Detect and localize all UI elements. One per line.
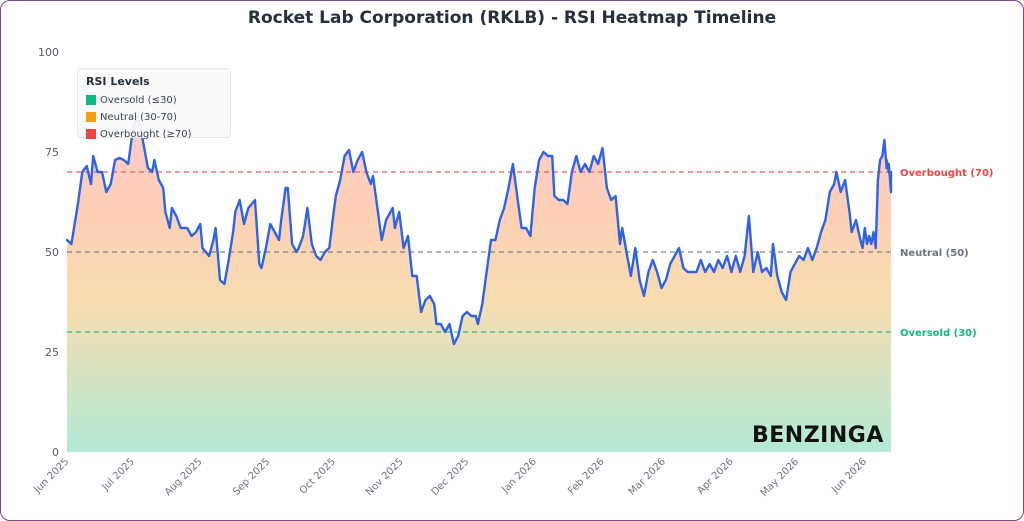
legend-swatch-oversold: [86, 95, 96, 105]
reference-label-30: Oversold (30): [900, 328, 977, 339]
legend: RSI Levels Oversold (≤30) Neutral (30-70…: [77, 68, 231, 141]
x-tick-label: Sep 2025: [231, 456, 272, 497]
y-tick-label: 0: [52, 446, 59, 459]
reference-label-70: Overbought (70): [900, 168, 993, 179]
x-tick-label: Dec 2025: [430, 456, 472, 498]
legend-label-overbought: Overbought (≥70): [100, 128, 192, 140]
x-tick-label: May 2026: [759, 456, 802, 499]
legend-swatch-overbought: [86, 129, 96, 139]
legend-item-oversold: Oversold (≤30): [86, 93, 177, 107]
x-tick-label: Mar 2026: [627, 456, 668, 497]
x-tick-label: Jan 2026: [499, 456, 539, 496]
rsi-line: [65, 114, 893, 346]
x-tick-label: Feb 2026: [566, 456, 607, 497]
y-tick-label: 50: [45, 246, 59, 259]
benzinga-logo: BENZINGA: [752, 423, 884, 448]
legend-item-neutral: Neutral (30-70): [86, 110, 177, 124]
x-axis: Jun 2025 Jul 2025 Aug 2025 Sep 2025 Oct 2025…: [32, 456, 870, 499]
legend-swatch-neutral: [86, 112, 96, 122]
y-tick-label: 75: [45, 146, 59, 159]
legend-label-neutral: Neutral (30-70): [100, 111, 177, 123]
legend-item-overbought: Overbought (≥70): [86, 127, 192, 141]
x-tick-label: Jul 2025: [100, 456, 137, 493]
y-tick-label: 100: [38, 46, 59, 59]
x-tick-label: Jun 2026: [829, 456, 869, 496]
reference-label-50: Neutral (50): [900, 248, 969, 259]
x-tick-label: Oct 2025: [298, 456, 338, 496]
y-tick-label: 25: [45, 346, 59, 359]
x-tick-label: Jun 2025: [32, 456, 72, 496]
x-tick-label: Aug 2025: [163, 456, 205, 498]
x-tick-label: Nov 2025: [364, 456, 406, 498]
legend-title: RSI Levels: [86, 75, 150, 88]
legend-label-oversold: Oversold (≤30): [100, 94, 177, 106]
rsi-area-fill: [67, 116, 891, 452]
chart-title: Rocket Lab Corporation (RKLB) - RSI Heat…: [247, 8, 777, 28]
y-axis: 0 25 50 75 100: [38, 46, 59, 459]
x-tick-label: Apr 2026: [695, 456, 735, 496]
